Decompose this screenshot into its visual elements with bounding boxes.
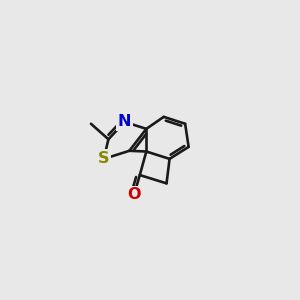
Text: O: O <box>127 188 141 202</box>
Text: N: N <box>118 114 131 129</box>
Text: S: S <box>98 152 110 166</box>
